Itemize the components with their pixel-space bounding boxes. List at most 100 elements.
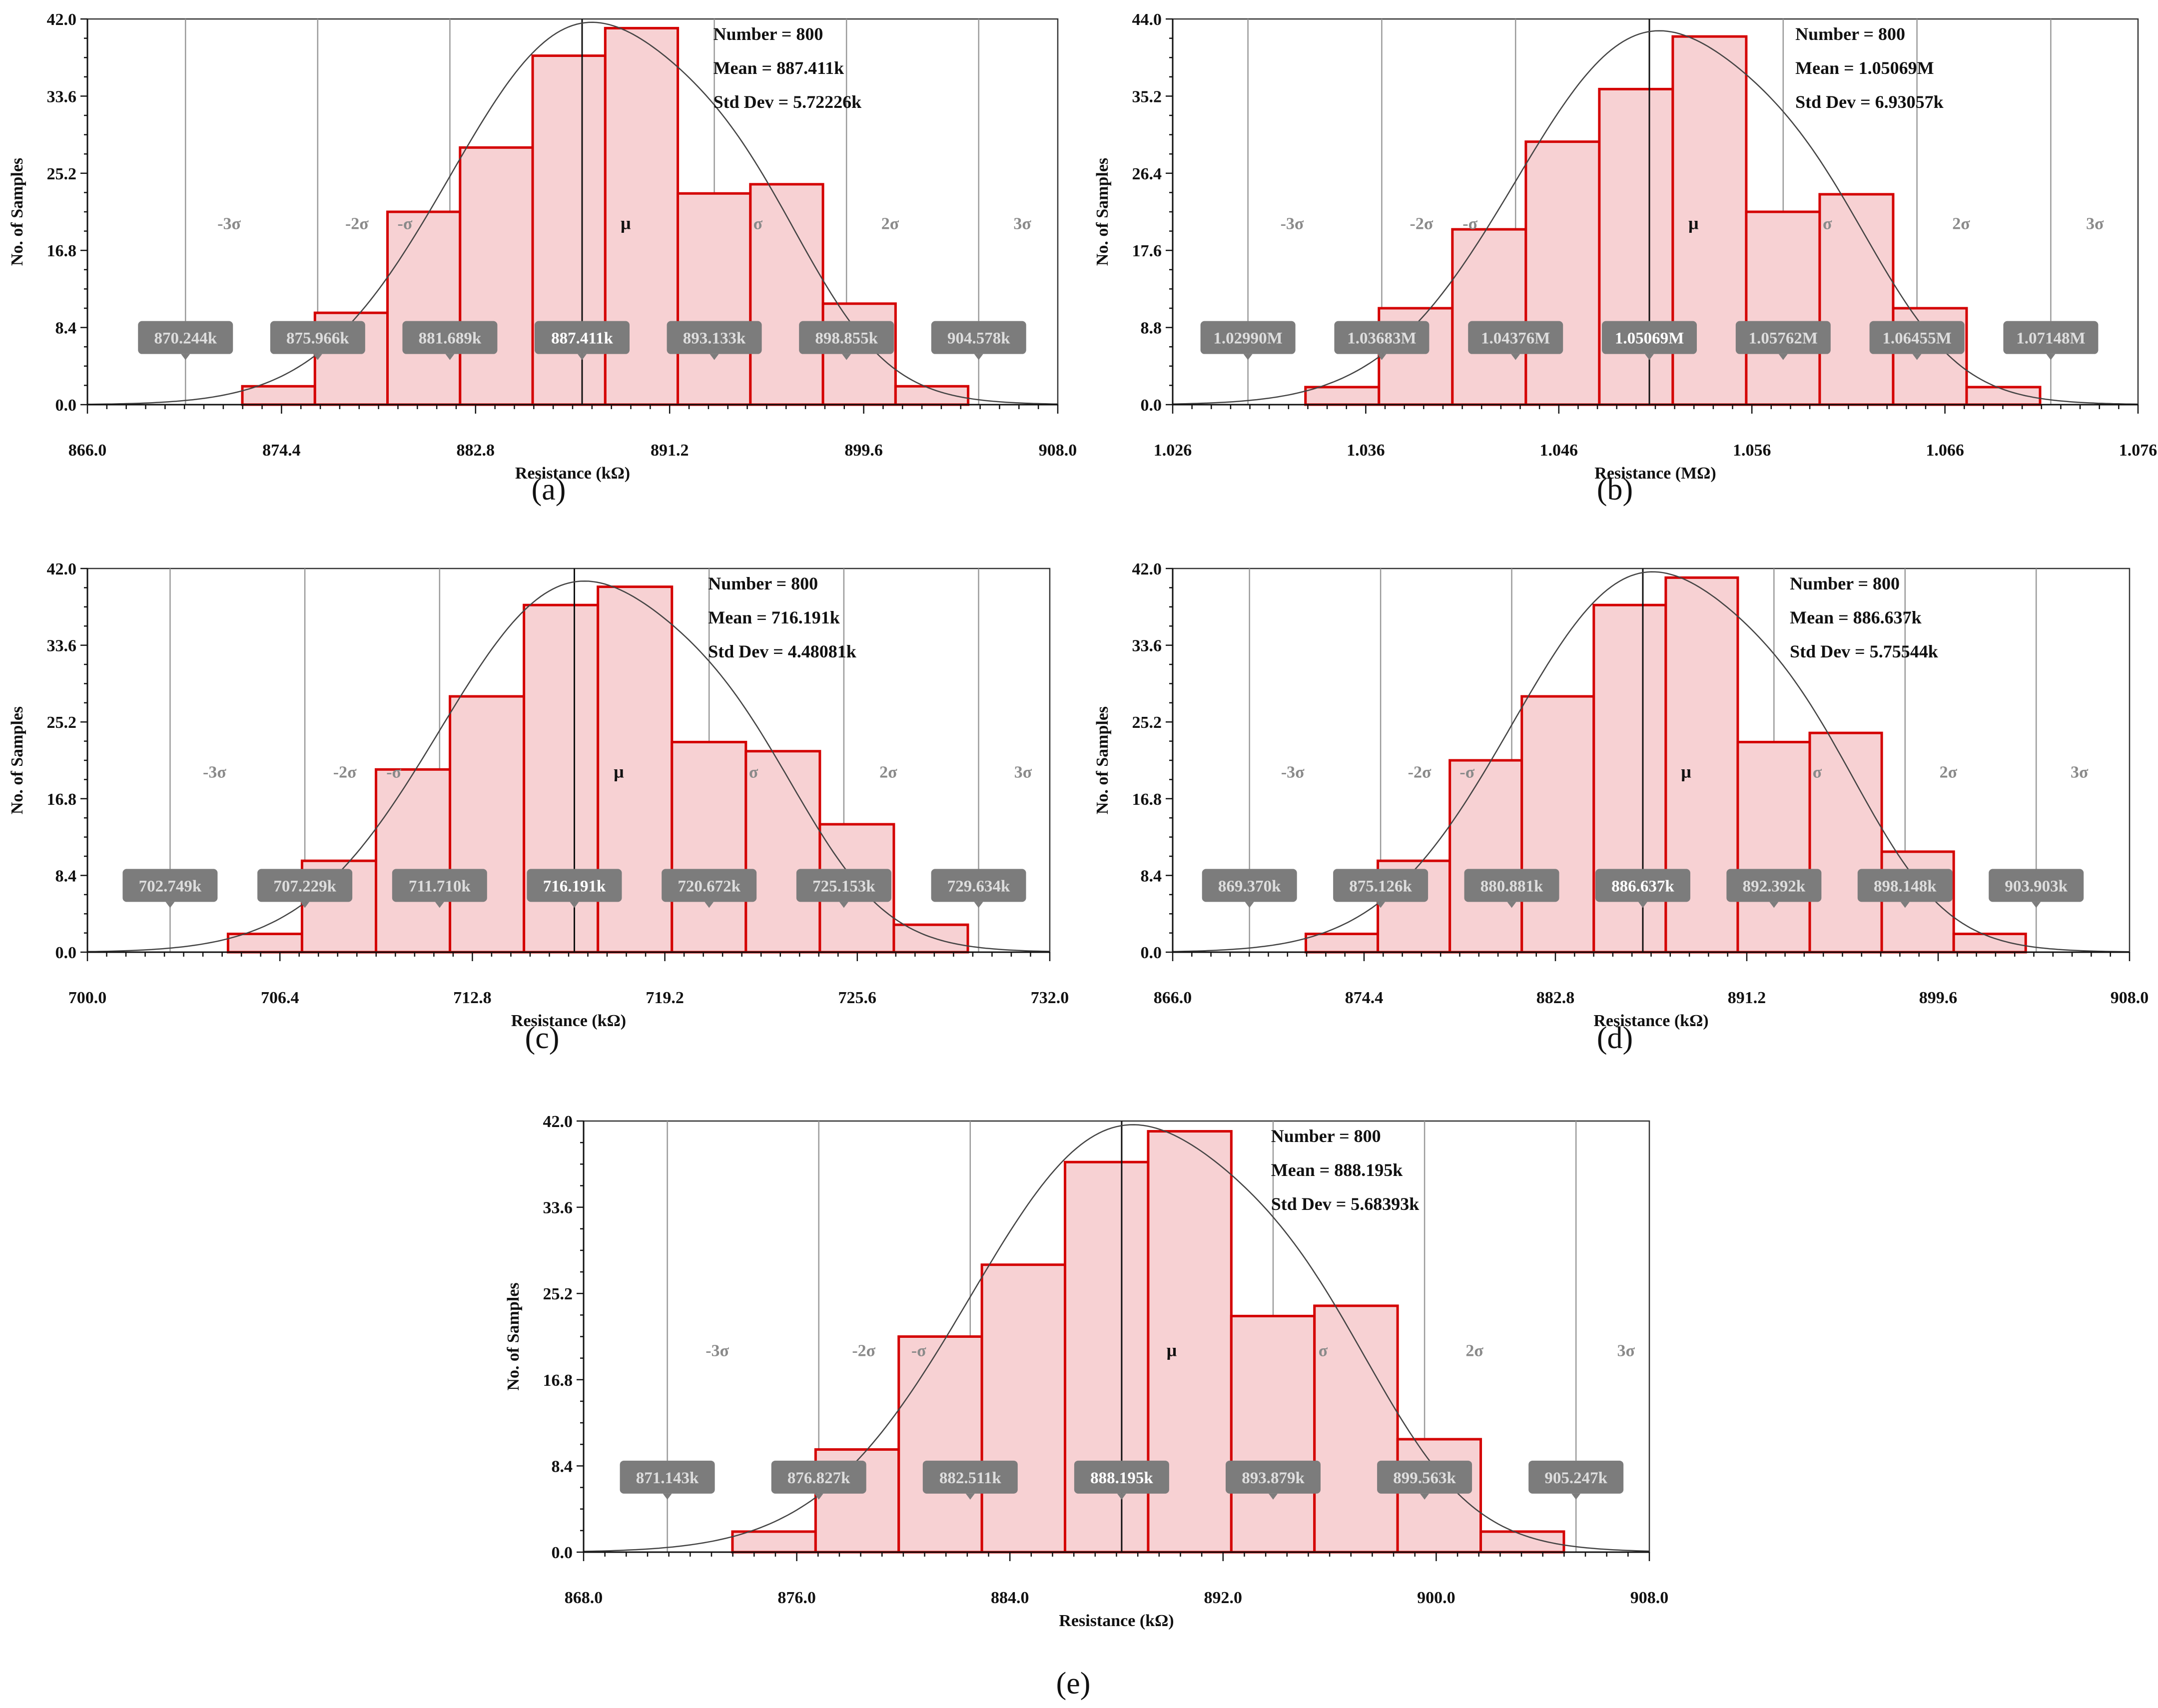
sigma-value-label: 1.03683M: [1347, 330, 1416, 348]
badge-pointer: [1571, 1493, 1581, 1500]
y-tick-label: 17.6: [1132, 242, 1162, 260]
stat-text: Std Dev = 6.93057k: [1795, 92, 1944, 112]
stat-text: Mean = 716.191k: [708, 607, 840, 627]
stat-text: Mean = 888.195k: [1271, 1160, 1403, 1180]
sigma-value-badge: [799, 321, 894, 354]
sigma-value-label: 905.247k: [1544, 1469, 1607, 1487]
histogram-bar: [1818, 193, 1895, 406]
panel-caption: (b): [1597, 473, 1633, 507]
chart-panel-d: 0.0 8.4 16.8 25.2 33.6 42.0 866.0 874.4 882.8 891…: [1093, 560, 2149, 1055]
x-tick-label: 874.4: [1345, 989, 1384, 1007]
sigma-value-label: 899.563k: [1393, 1469, 1456, 1487]
sigma-label: 3σ: [1014, 763, 1032, 782]
x-tick-label: 876.0: [777, 1589, 816, 1607]
stat-text: Number = 800: [1795, 24, 1905, 44]
sigma-value-label: 716.191k: [543, 877, 606, 895]
panel-caption: (a): [532, 473, 566, 507]
chart-panel-a: 0.0 8.4 16.8 25.2 33.6 42.0 866.0 874.4 882.8 891…: [8, 10, 1077, 507]
y-tick-label: 0.0: [1141, 396, 1162, 415]
stat-text: Mean = 886.637k: [1790, 607, 1922, 627]
badge-pointer: [814, 1493, 823, 1500]
sigma-value-badge: [796, 869, 891, 902]
x-tick-label: 882.8: [1536, 989, 1575, 1007]
y-tick-label: 26.4: [1132, 165, 1162, 183]
y-axis-label: No. of Samples: [8, 158, 26, 266]
sigma-label: 2σ: [1952, 215, 1970, 233]
badge-pointer: [705, 902, 714, 908]
y-tick-label: 42.0: [543, 1113, 573, 1131]
sigma-value-label: 871.143k: [636, 1469, 699, 1487]
stat-text: Std Dev = 5.68393k: [1271, 1194, 1420, 1214]
badge-pointer: [1117, 1493, 1126, 1500]
badge-pointer: [1511, 354, 1520, 360]
sigma-label: -2σ: [1408, 763, 1432, 782]
badge-pointer: [578, 354, 587, 360]
sigma-value-label: 870.244k: [154, 330, 217, 348]
badge-pointer: [570, 902, 579, 908]
stat-text: Std Dev = 5.75544k: [1790, 641, 1938, 661]
histogram-bar: [1396, 1438, 1482, 1554]
y-tick-label: 16.8: [47, 790, 77, 809]
sigma-value-label: 893.879k: [1242, 1469, 1305, 1487]
x-tick-label: 712.8: [453, 989, 492, 1007]
sigma-value-badge: [1225, 1460, 1321, 1494]
y-tick-label: 35.2: [1132, 87, 1162, 106]
sigma-value-label: 1.04376M: [1481, 330, 1550, 348]
sigma-value-label: 887.411k: [551, 330, 613, 348]
sigma-value-label: 711.710k: [409, 877, 471, 895]
badge-pointer: [181, 354, 190, 360]
x-tick-label: 891.2: [651, 441, 689, 460]
y-tick-label: 16.8: [1132, 790, 1162, 809]
x-tick-label: 1.066: [1926, 441, 1964, 460]
y-tick-label: 25.2: [47, 713, 77, 732]
sigma-label: -2σ: [345, 215, 369, 233]
sigma-label: -3σ: [1281, 215, 1304, 233]
sigma-label: -2σ: [333, 763, 357, 782]
normal-fit-curve: [87, 21, 1058, 405]
sigma-value-badge: [392, 869, 487, 902]
sigma-value-badge: [1735, 321, 1831, 354]
sigma-label: -2σ: [1410, 215, 1434, 233]
sigma-value-label: 882.511k: [939, 1469, 1001, 1487]
x-axis-label: Resistance (kΩ): [1059, 1612, 1174, 1630]
x-axis-label: Resistance (kΩ): [511, 1012, 626, 1030]
x-axis-label: Resistance (kΩ): [515, 464, 630, 483]
mu-label: μ: [621, 213, 631, 233]
chart-panel-c: 0.0 8.4 16.8 25.2 33.6 42.0 700.0 706.4 712.8 719…: [8, 560, 1069, 1055]
sigma-label: σ: [749, 763, 758, 782]
sigma-value-badge: [1595, 869, 1690, 902]
y-axis-label: No. of Samples: [504, 1282, 523, 1390]
sigma-label: -3σ: [203, 763, 226, 782]
x-tick-label: 866.0: [68, 441, 107, 460]
sigma-label: 2σ: [879, 763, 897, 782]
normal-fit-curve: [87, 580, 1050, 953]
badge-pointer: [1377, 354, 1387, 360]
histogram-bar: [386, 210, 462, 406]
badge-pointer: [1507, 902, 1516, 908]
sigma-value-badge: [1726, 869, 1822, 902]
y-axis-label: No. of Samples: [8, 706, 26, 814]
y-tick-label: 42.0: [47, 10, 77, 29]
y-axis-label: No. of Samples: [1093, 706, 1112, 814]
y-tick-label: 25.2: [1132, 713, 1162, 732]
stat-text: Number = 800: [1271, 1126, 1381, 1146]
panel-caption: (d): [1597, 1021, 1633, 1055]
badge-pointer: [1912, 354, 1922, 360]
x-tick-label: 1.056: [1733, 441, 1771, 460]
sigma-label: σ: [1823, 215, 1832, 233]
y-tick-label: 16.8: [47, 242, 77, 260]
sigma-label: 3σ: [1013, 215, 1031, 233]
sigma-value-badge: [667, 321, 762, 354]
sigma-label: 2σ: [1940, 763, 1958, 782]
sigma-value-badge: [535, 321, 630, 354]
sigma-label: -3σ: [1281, 763, 1305, 782]
y-tick-label: 0.0: [55, 944, 77, 962]
y-tick-label: 25.2: [543, 1285, 573, 1303]
normal-fit-curve: [1172, 571, 2130, 953]
sigma-label: -2σ: [852, 1341, 875, 1360]
histogram-bar: [821, 302, 897, 406]
y-tick-label: 8.4: [552, 1457, 573, 1476]
histogram-bar: [375, 768, 452, 954]
x-tick-label: 868.0: [565, 1589, 603, 1607]
sigma-value-label: 707.229k: [273, 877, 336, 895]
